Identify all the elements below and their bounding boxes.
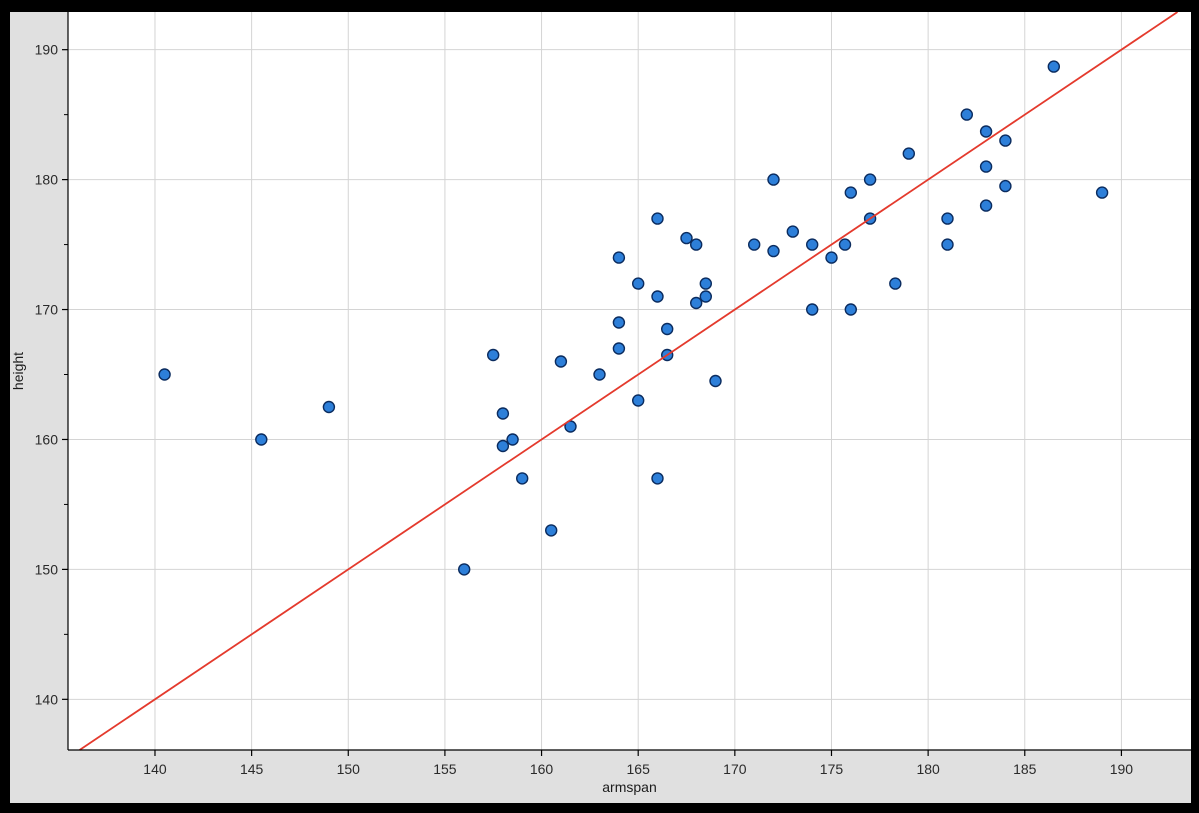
data-point[interactable]: [545, 524, 558, 537]
data-point[interactable]: [844, 186, 857, 199]
x-axis-title: armspan: [602, 779, 657, 795]
data-point[interactable]: [612, 251, 626, 264]
data-point[interactable]: [516, 472, 529, 485]
x-tick-label: 145: [240, 761, 264, 777]
y-tick-label: 190: [35, 42, 59, 58]
data-point[interactable]: [979, 199, 993, 212]
data-point[interactable]: [806, 303, 819, 316]
data-point[interactable]: [506, 433, 519, 446]
y-tick-label: 150: [35, 561, 59, 577]
x-tick-label: 185: [1013, 761, 1037, 777]
data-point[interactable]: [999, 179, 1012, 193]
data-point[interactable]: [863, 173, 877, 186]
data-point[interactable]: [496, 407, 510, 420]
data-point[interactable]: [941, 212, 954, 225]
x-tick-label: 155: [433, 761, 457, 777]
chart-svg: 140 145 150 155 160 165 170 175 180 185 190 140 150 1…: [35, 12, 1191, 777]
data-point[interactable]: [554, 355, 568, 368]
data-point[interactable]: [941, 238, 954, 251]
x-tick-label: 190: [1110, 761, 1134, 777]
data-point[interactable]: [690, 238, 703, 251]
data-point[interactable]: [699, 277, 712, 290]
data-point[interactable]: [825, 251, 838, 264]
figure: 140 145 150 155 160 165 170 175 180 185 190 140 150 1…: [10, 12, 1191, 803]
data-point[interactable]: [709, 374, 722, 388]
x-tick-label: 140: [143, 761, 167, 777]
data-point[interactable]: [979, 160, 993, 173]
data-point[interactable]: [651, 472, 664, 485]
data-point[interactable]: [767, 244, 780, 258]
data-point[interactable]: [612, 342, 626, 355]
data-point[interactable]: [767, 173, 780, 186]
x-tick-label: 175: [820, 761, 844, 777]
y-tick-label: 140: [35, 691, 59, 707]
data-point[interactable]: [1047, 60, 1061, 73]
data-point[interactable]: [838, 238, 852, 251]
data-point[interactable]: [593, 368, 606, 381]
y-tick-label: 180: [35, 172, 59, 188]
data-point[interactable]: [960, 108, 973, 121]
data-point[interactable]: [902, 147, 915, 160]
data-point[interactable]: [806, 238, 819, 251]
x-tick-label: 180: [916, 761, 940, 777]
data-point[interactable]: [979, 125, 993, 138]
x-tick-label: 160: [530, 761, 554, 777]
data-point[interactable]: [322, 400, 336, 414]
data-point[interactable]: [458, 563, 471, 576]
y-axis-title: height: [10, 351, 26, 391]
data-point[interactable]: [680, 231, 693, 245]
data-point[interactable]: [255, 433, 268, 446]
data-point[interactable]: [889, 277, 902, 290]
data-point[interactable]: [748, 238, 761, 251]
y-tick-label: 170: [35, 302, 59, 318]
data-point[interactable]: [690, 296, 703, 310]
data-point[interactable]: [1095, 186, 1109, 199]
x-tick-label: 170: [723, 761, 747, 777]
x-tick-label: 165: [627, 761, 651, 777]
data-point[interactable]: [999, 134, 1012, 147]
data-point[interactable]: [651, 212, 664, 225]
data-point[interactable]: [844, 303, 857, 316]
data-point[interactable]: [661, 322, 674, 336]
data-point[interactable]: [158, 368, 171, 381]
data-point[interactable]: [632, 277, 645, 290]
data-point[interactable]: [487, 348, 500, 362]
data-point[interactable]: [496, 439, 510, 453]
data-point[interactable]: [699, 290, 712, 303]
data-point[interactable]: [612, 316, 626, 329]
data-point[interactable]: [632, 394, 645, 407]
data-point[interactable]: [651, 290, 664, 303]
y-tick-label: 160: [35, 431, 59, 447]
identity-line: [79, 12, 1178, 751]
x-tick-label: 150: [337, 761, 361, 777]
data-point[interactable]: [786, 225, 799, 238]
